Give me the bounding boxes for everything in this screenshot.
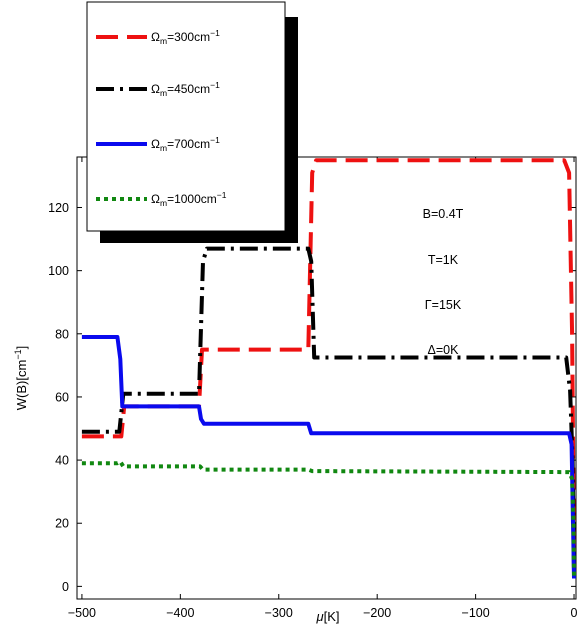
y-tick-label: 100 xyxy=(48,264,69,278)
annotation: Γ=15K xyxy=(425,298,462,312)
y-tick-label: 60 xyxy=(55,390,69,404)
legend-label: Ωm=1000cm−1 xyxy=(151,190,227,208)
x-tick-label: −200 xyxy=(363,606,391,620)
y-axis-label-main: W(B)[cm xyxy=(14,360,29,411)
x-axis-label: μ[K] xyxy=(315,609,339,624)
x-axis-label-symbol: μ xyxy=(315,609,323,624)
x-tick-label: −100 xyxy=(462,606,490,620)
annotation-layer: B=0.4T T=1K Γ=15K Δ=0K xyxy=(423,207,464,357)
plot-frame xyxy=(76,156,577,600)
x-tick-label: −300 xyxy=(265,606,293,620)
x-tick-label: −500 xyxy=(68,606,96,620)
legend-items: Ωm=300cm−1 Ωm=450cm−1 Ωm=700cm−1 Ωm=1000cm−… xyxy=(96,28,227,208)
legend-label: Ωm=700cm−1 xyxy=(151,135,220,153)
y-tick-label: 40 xyxy=(55,454,69,468)
y-axis-label-close: ] xyxy=(14,346,29,350)
y-tick-label: 20 xyxy=(55,517,69,531)
annotation: T=1K xyxy=(428,253,459,267)
series-line-2 xyxy=(81,246,576,571)
series-line-4 xyxy=(81,459,576,577)
legend-box xyxy=(86,1,286,232)
annotation: B=0.4T xyxy=(423,207,464,221)
x-axis-label-unit: [K] xyxy=(324,609,340,624)
axis-tick-labels: −500 −400 −300 −200 −100 0 0 20 40 60 80 100 120 xyxy=(48,201,577,620)
y-tick-label: 0 xyxy=(62,580,69,594)
y-tick-label: 80 xyxy=(55,327,69,341)
series-line-3 xyxy=(81,335,576,579)
y-axis-label-exponent: −1 xyxy=(13,349,23,359)
series-layer xyxy=(81,158,576,579)
annotation: Δ=0K xyxy=(428,343,460,357)
legend-label: Ωm=300cm−1 xyxy=(151,28,220,46)
y-tick-label: 120 xyxy=(48,201,69,215)
x-tick-label: 0 xyxy=(571,606,578,620)
legend-label: Ωm=450cm−1 xyxy=(151,80,220,98)
x-tick-label: −400 xyxy=(166,606,194,620)
legend: Ωm=300cm−1 Ωm=450cm−1 Ωm=700cm−1 Ωm=1000cm−… xyxy=(86,1,298,243)
y-axis-label: W(B)[cm−1] xyxy=(13,346,29,410)
